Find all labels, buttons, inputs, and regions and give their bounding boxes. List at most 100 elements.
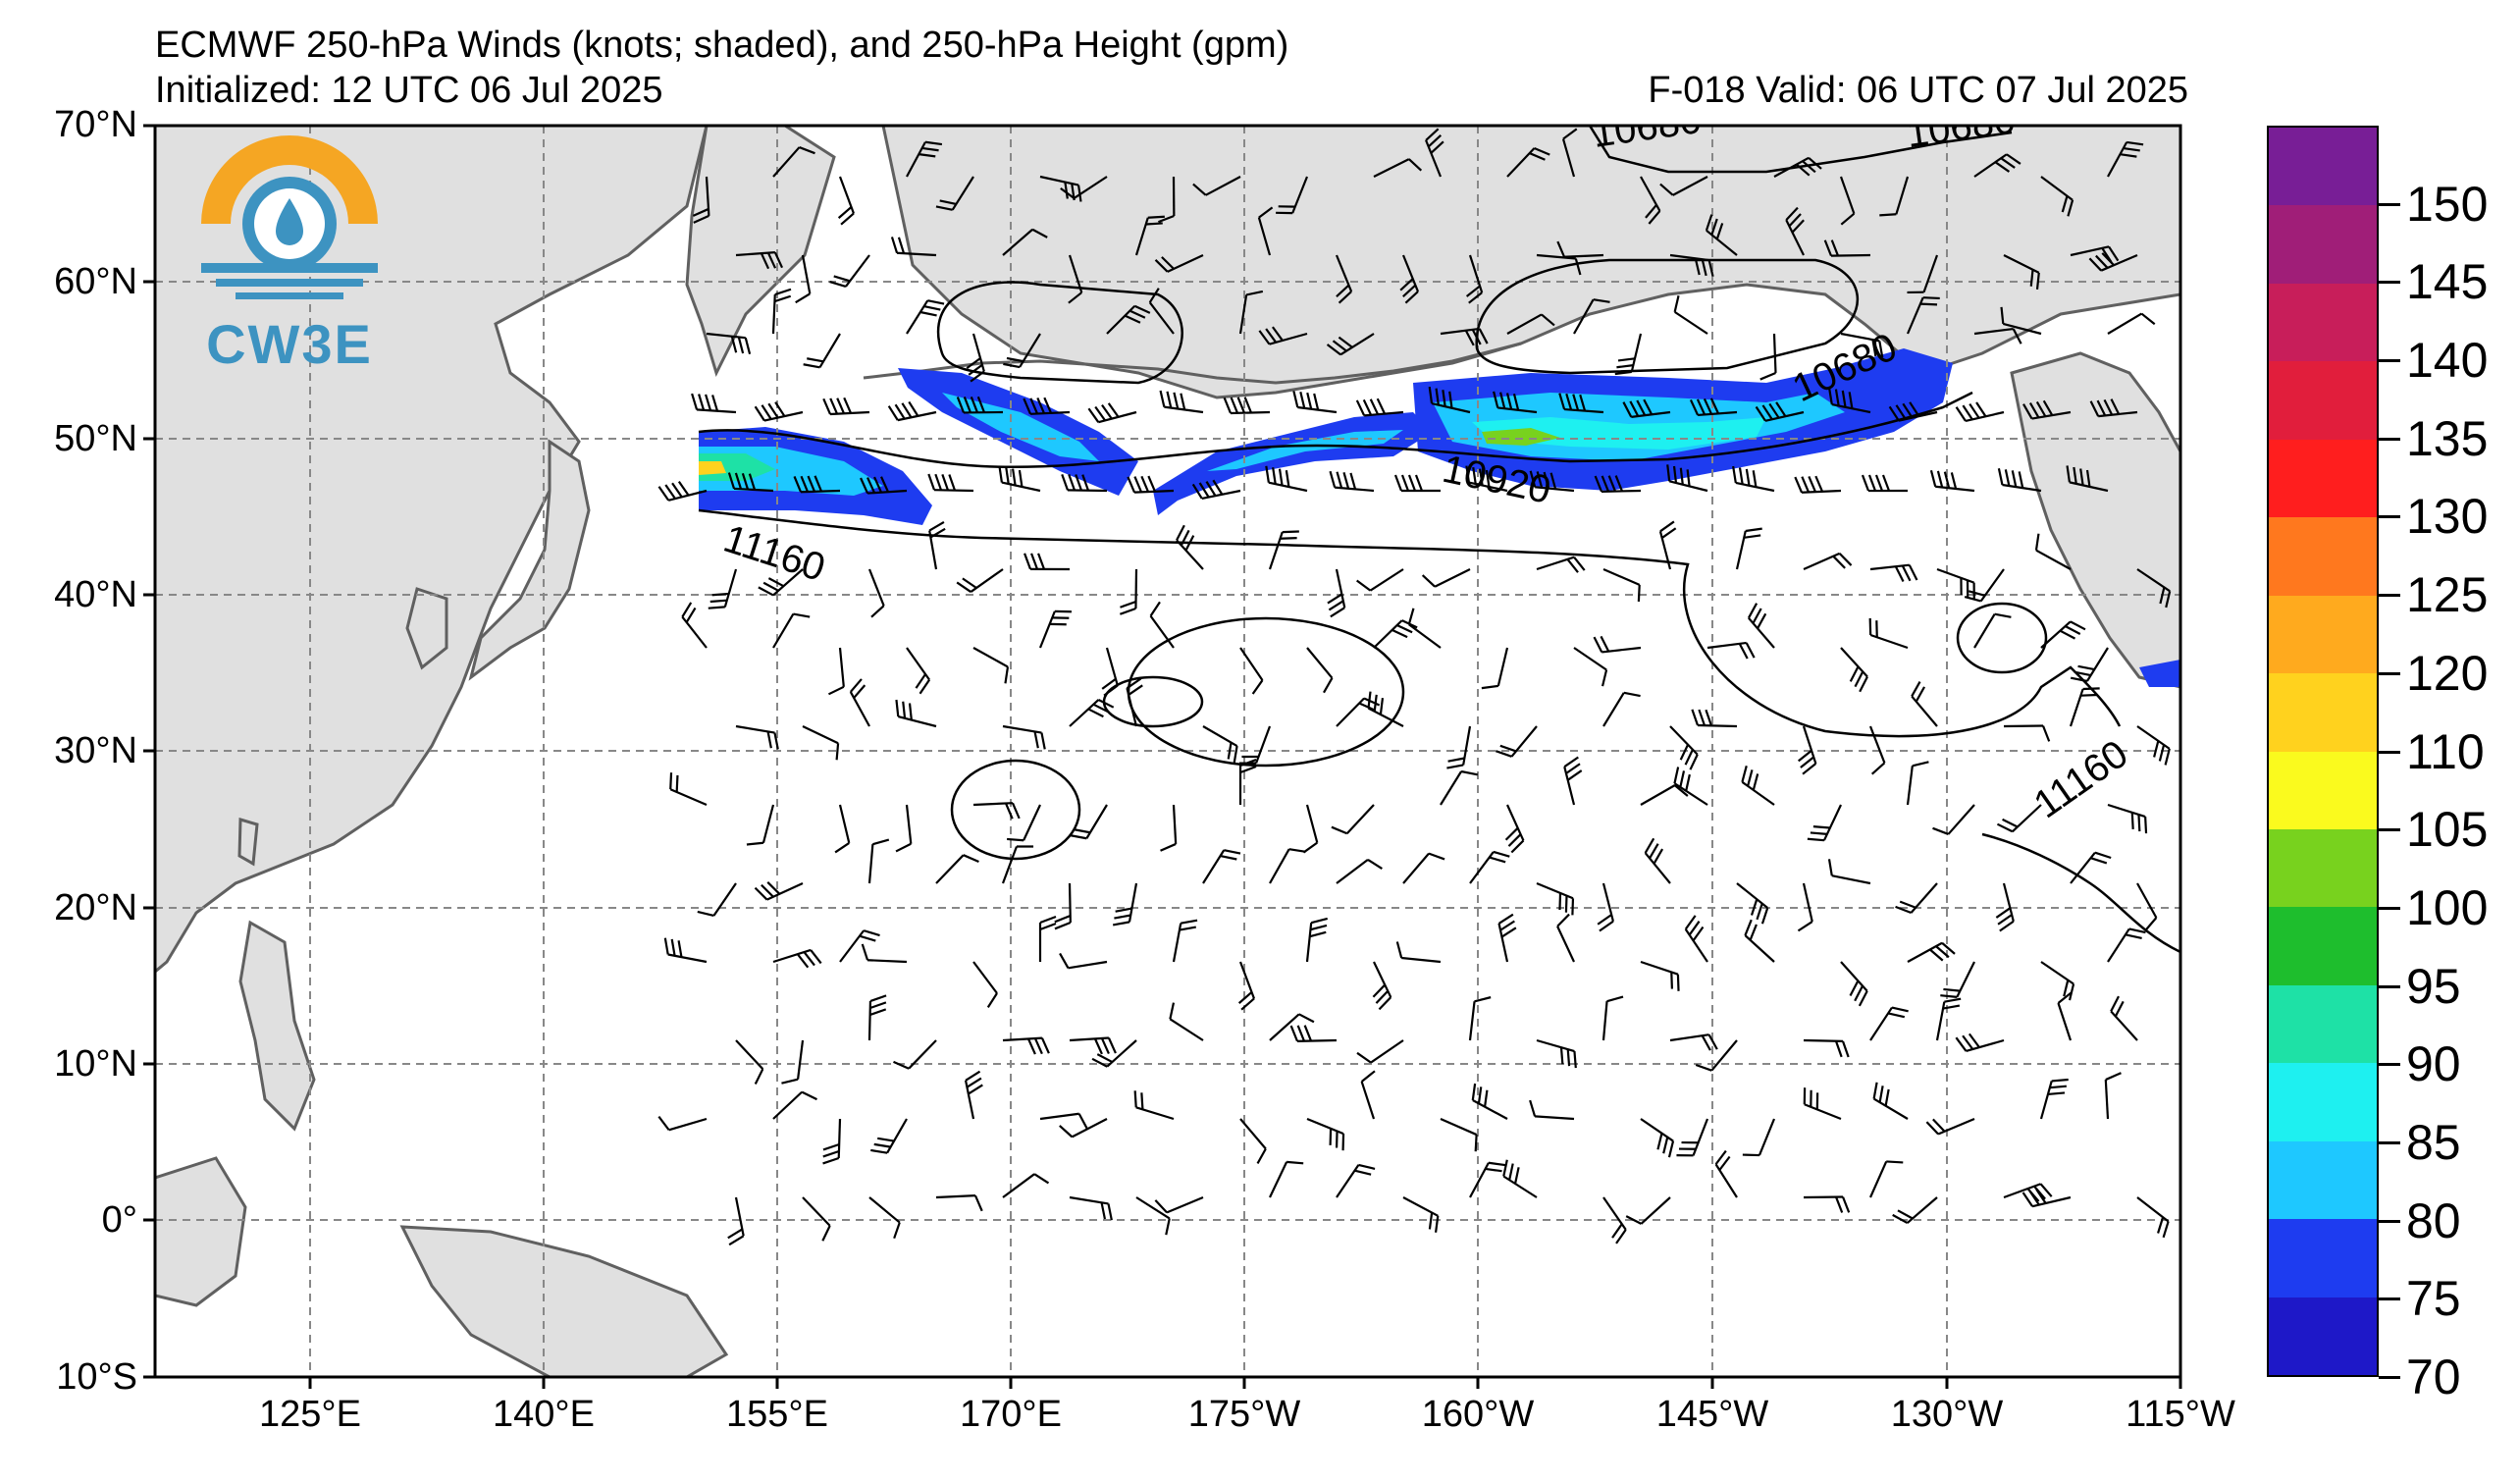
- wind-barb: [893, 1039, 937, 1070]
- wind-barb: [1091, 1039, 1137, 1068]
- wind-barb: [827, 647, 845, 696]
- wind-barb: [822, 1118, 842, 1165]
- wind-barb: [1755, 401, 1805, 422]
- wind-barb: [1742, 1118, 1776, 1157]
- wind-barb: [1892, 1196, 1938, 1225]
- colorbar-segment: [2269, 517, 2377, 596]
- wind-barb: [727, 1196, 745, 1246]
- wind-barb: [1469, 1161, 1506, 1198]
- wind-barb: [1268, 530, 1299, 570]
- wind-barb: [1465, 254, 1484, 304]
- wind-barb: [2003, 724, 2051, 742]
- colorbar-segment: [2269, 751, 2377, 829]
- wind-barb: [1305, 917, 1329, 963]
- wind-barb: [1002, 1036, 1050, 1055]
- wind-barb: [1269, 1160, 1304, 1198]
- wind-barb: [1068, 254, 1083, 304]
- wind-barb: [803, 333, 841, 369]
- wind-barb: [1159, 390, 1204, 414]
- colorbar-label: 150: [2406, 176, 2489, 232]
- wind-barb: [867, 568, 885, 618]
- wind-barb: [1497, 913, 1517, 963]
- wind-barb: [1355, 397, 1404, 417]
- wind-barb: [2107, 140, 2144, 178]
- wind-barb: [887, 400, 937, 422]
- wind-barb: [2000, 306, 2042, 336]
- wind-barb: [1803, 1087, 1842, 1121]
- wind-barb: [1741, 766, 1775, 806]
- colorbar-segment: [2269, 673, 2377, 752]
- valid-time: F-018 Valid: 06 UTC 07 Jul 2025: [1648, 70, 2188, 111]
- wind-barb: [2070, 851, 2112, 884]
- wind-barb: [1529, 1099, 1575, 1121]
- wind-barb: [1421, 568, 1471, 588]
- wind-barb: [2040, 176, 2074, 217]
- jet-streak-central-core: [1207, 430, 1403, 471]
- wind-barb: [1428, 386, 1471, 414]
- wind-barb: [802, 1196, 831, 1242]
- wind-barb: [834, 804, 851, 854]
- wind-barb: [1039, 1112, 1088, 1130]
- wind-barb: [1326, 333, 1375, 356]
- wind-barb: [2021, 1189, 2072, 1208]
- wind-barb: [1995, 882, 2015, 932]
- wind-barb: [1148, 288, 1175, 335]
- wind-barb: [1024, 553, 1071, 571]
- wind-barb: [1640, 176, 1661, 225]
- wind-barb: [1868, 1160, 1904, 1198]
- wind-barb: [1735, 527, 1762, 570]
- wind-barb: [1973, 153, 2021, 178]
- wind-barb: [1003, 333, 1041, 369]
- wind-barb: [735, 1039, 764, 1085]
- wind-barb: [1888, 401, 1938, 422]
- wind-barb: [1964, 568, 2005, 603]
- wind-barb: [1069, 698, 1115, 727]
- wind-barb: [1070, 804, 1108, 840]
- wind-barb: [1561, 128, 1578, 178]
- wind-barb: [1803, 1038, 1850, 1058]
- wind-barb: [1356, 1039, 1404, 1064]
- land-korea: [405, 587, 448, 670]
- wind-barb: [867, 838, 890, 884]
- wind-barb: [1929, 469, 1975, 493]
- wind-barb: [1372, 961, 1392, 1011]
- wind-barb: [1625, 1196, 1671, 1225]
- colorbar-label: 80: [2406, 1192, 2461, 1248]
- wind-barb: [1601, 995, 1624, 1041]
- wind-barb: [1237, 961, 1256, 1011]
- colorbar-label: 75: [2406, 1271, 2461, 1327]
- logo-emblem: [201, 135, 378, 299]
- wind-barb: [1465, 465, 1508, 493]
- wind-barb: [1001, 845, 1034, 884]
- wind-barb: [2034, 533, 2072, 570]
- axis-ticks: [143, 124, 2182, 1389]
- wind-barbs: [657, 128, 2172, 1246]
- wind-barb: [1594, 475, 1642, 493]
- lon-label: 170°E: [960, 1394, 1062, 1435]
- wind-barb: [1868, 725, 1886, 775]
- wind-barb: [2110, 995, 2138, 1041]
- wind-barb: [708, 568, 738, 609]
- wind-barb: [1399, 254, 1420, 304]
- wind-barb: [1133, 1090, 1175, 1121]
- lon-label: 125°E: [259, 1394, 361, 1435]
- wind-barb: [1054, 882, 1072, 930]
- colorbar-segment: [2269, 1219, 2377, 1298]
- wind-barb: [890, 237, 937, 257]
- colorbar-label: 140: [2406, 333, 2489, 389]
- wind-barb: [1202, 849, 1241, 884]
- lat-label: 60°N: [54, 261, 137, 302]
- wind-barb: [2057, 991, 2073, 1041]
- colorbar: [2267, 126, 2379, 1377]
- lon-label: 160°W: [1421, 1394, 1535, 1435]
- height-contours: [698, 126, 2180, 954]
- colorbar-tick: [2379, 1219, 2400, 1223]
- wind-barb: [1747, 603, 1775, 649]
- contour-11160-lower: [1981, 832, 2180, 954]
- wind-barb: [1536, 881, 1575, 916]
- wind-barb: [1879, 176, 1910, 217]
- wind-barb: [2136, 725, 2171, 766]
- contour-high-4: [1956, 602, 2048, 674]
- wind-barb: [1306, 1117, 1345, 1151]
- land-new-guinea: [399, 1225, 729, 1377]
